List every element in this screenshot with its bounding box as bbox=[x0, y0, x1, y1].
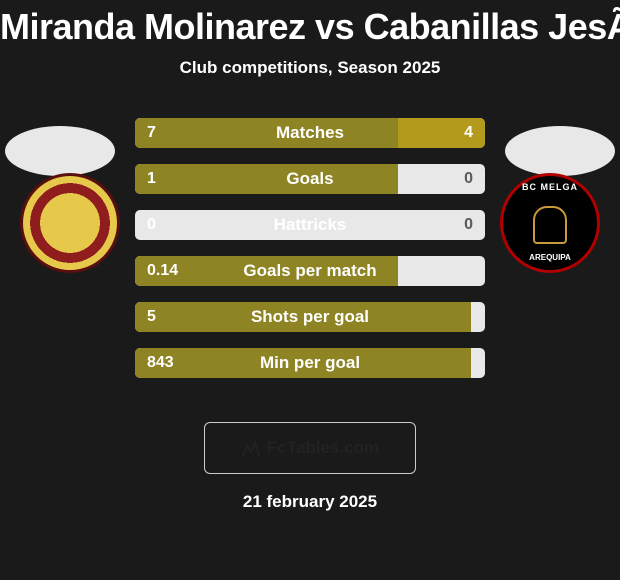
stat-value-right: 4 bbox=[464, 118, 473, 148]
brand-icon bbox=[241, 438, 261, 458]
club-right-top-text: BC MELGA bbox=[522, 182, 578, 192]
stat-value-left: 7 bbox=[147, 118, 156, 148]
stat-row: Min per goal843 bbox=[135, 348, 485, 378]
lyre-icon bbox=[533, 206, 567, 244]
stat-label: Min per goal bbox=[135, 348, 485, 378]
stat-value-left: 5 bbox=[147, 302, 156, 332]
stat-bars: Matches74Goals10Hattricks00Goals per mat… bbox=[135, 118, 485, 394]
stat-value-left: 0.14 bbox=[147, 256, 178, 286]
stat-row: Goals1 0 bbox=[135, 164, 485, 194]
stat-label: Matches bbox=[135, 118, 485, 148]
footer-date: 21 february 2025 bbox=[0, 492, 620, 512]
page-title: Miranda Molinarez vs Cabanillas JesÃºs bbox=[0, 0, 620, 48]
brand-badge: FcTables.com bbox=[204, 422, 416, 474]
stat-label: Shots per goal bbox=[135, 302, 485, 332]
player-avatar-left bbox=[5, 126, 115, 176]
stat-value-left: 843 bbox=[147, 348, 174, 378]
stat-value-left: 0 bbox=[147, 210, 156, 240]
stat-row: Shots per goal5 bbox=[135, 302, 485, 332]
stat-value-left: 1 bbox=[147, 164, 156, 194]
stat-label: Goals bbox=[135, 164, 485, 194]
player-avatar-right bbox=[505, 126, 615, 176]
club-right-bottom-text: AREQUIPA bbox=[529, 253, 571, 262]
brand-text: FcTables.com bbox=[267, 438, 379, 458]
stat-label: Goals per match bbox=[135, 256, 485, 286]
stat-value-right: 0 bbox=[464, 164, 473, 194]
subtitle: Club competitions, Season 2025 bbox=[0, 58, 620, 78]
stat-row: Goals per match0.14 bbox=[135, 256, 485, 286]
stat-row: Matches7 4 bbox=[135, 118, 485, 148]
stat-label: Hattricks bbox=[135, 210, 485, 240]
stat-value-right: 0 bbox=[464, 210, 473, 240]
stat-row: Hattricks0 0 bbox=[135, 210, 485, 240]
club-badge-left bbox=[20, 173, 120, 273]
club-badge-right: BC MELGA AREQUIPA bbox=[500, 173, 600, 273]
comparison-infographic: Miranda Molinarez vs Cabanillas JesÃºs C… bbox=[0, 0, 620, 580]
